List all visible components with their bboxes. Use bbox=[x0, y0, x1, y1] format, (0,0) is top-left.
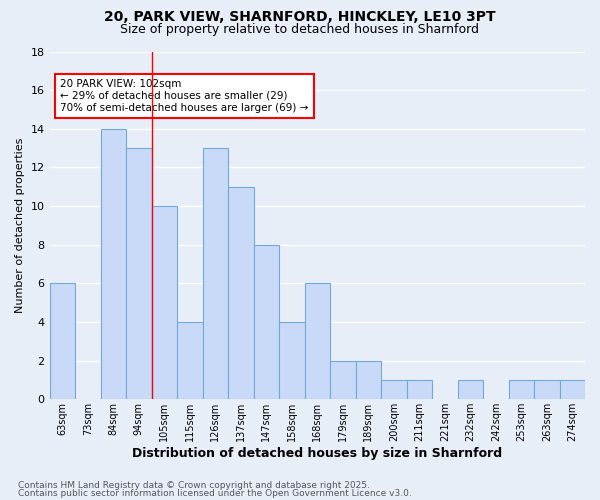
Bar bbox=[458, 380, 483, 400]
Bar bbox=[228, 187, 254, 400]
Text: 20 PARK VIEW: 102sqm
← 29% of detached houses are smaller (29)
70% of semi-detac: 20 PARK VIEW: 102sqm ← 29% of detached h… bbox=[60, 80, 308, 112]
Bar bbox=[152, 206, 177, 400]
Bar bbox=[50, 284, 75, 400]
Bar bbox=[381, 380, 407, 400]
Bar bbox=[203, 148, 228, 400]
Text: Size of property relative to detached houses in Sharnford: Size of property relative to detached ho… bbox=[121, 22, 479, 36]
Bar bbox=[305, 284, 330, 400]
Bar bbox=[126, 148, 152, 400]
Bar bbox=[177, 322, 203, 400]
Bar bbox=[356, 360, 381, 400]
Bar bbox=[509, 380, 534, 400]
Y-axis label: Number of detached properties: Number of detached properties bbox=[15, 138, 25, 313]
Bar bbox=[279, 322, 305, 400]
Bar bbox=[330, 360, 356, 400]
Bar bbox=[254, 244, 279, 400]
Bar bbox=[407, 380, 432, 400]
Text: 20, PARK VIEW, SHARNFORD, HINCKLEY, LE10 3PT: 20, PARK VIEW, SHARNFORD, HINCKLEY, LE10… bbox=[104, 10, 496, 24]
X-axis label: Distribution of detached houses by size in Sharnford: Distribution of detached houses by size … bbox=[132, 447, 502, 460]
Text: Contains public sector information licensed under the Open Government Licence v3: Contains public sector information licen… bbox=[18, 489, 412, 498]
Text: Contains HM Land Registry data © Crown copyright and database right 2025.: Contains HM Land Registry data © Crown c… bbox=[18, 480, 370, 490]
Bar bbox=[560, 380, 585, 400]
Bar bbox=[534, 380, 560, 400]
Bar bbox=[101, 129, 126, 400]
